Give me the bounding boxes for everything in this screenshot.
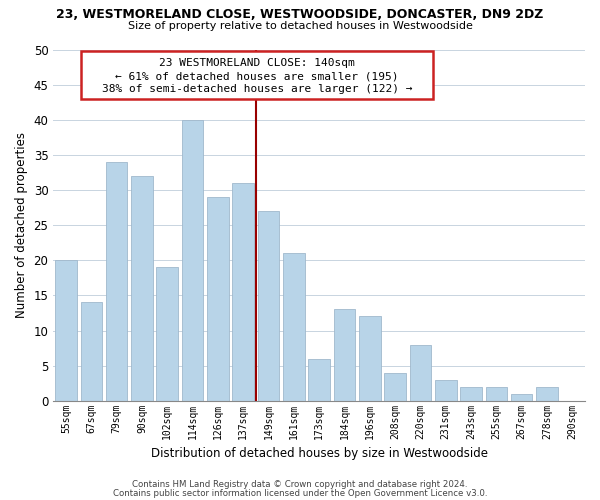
Bar <box>106 162 127 400</box>
X-axis label: Distribution of detached houses by size in Westwoodside: Distribution of detached houses by size … <box>151 447 488 460</box>
Bar <box>511 394 532 400</box>
Text: ← 61% of detached houses are smaller (195): ← 61% of detached houses are smaller (19… <box>115 71 399 81</box>
Bar <box>55 260 77 400</box>
Bar <box>182 120 203 400</box>
Bar <box>359 316 380 400</box>
Bar <box>258 212 279 400</box>
Text: Size of property relative to detached houses in Westwoodside: Size of property relative to detached ho… <box>128 21 472 31</box>
Bar <box>207 198 229 400</box>
Bar <box>131 176 152 400</box>
Text: Contains public sector information licensed under the Open Government Licence v3: Contains public sector information licen… <box>113 488 487 498</box>
Bar <box>536 386 558 400</box>
Text: 38% of semi-detached houses are larger (122) →: 38% of semi-detached houses are larger (… <box>102 84 412 94</box>
Bar <box>157 268 178 400</box>
FancyBboxPatch shape <box>81 52 433 99</box>
Text: 23, WESTMORELAND CLOSE, WESTWOODSIDE, DONCASTER, DN9 2DZ: 23, WESTMORELAND CLOSE, WESTWOODSIDE, DO… <box>56 8 544 20</box>
Bar <box>232 183 254 400</box>
Bar <box>460 386 482 400</box>
Bar <box>435 380 457 400</box>
Bar <box>385 372 406 400</box>
Bar <box>283 254 305 400</box>
Text: Contains HM Land Registry data © Crown copyright and database right 2024.: Contains HM Land Registry data © Crown c… <box>132 480 468 489</box>
Bar <box>485 386 507 400</box>
Bar <box>410 344 431 401</box>
Y-axis label: Number of detached properties: Number of detached properties <box>15 132 28 318</box>
Text: 23 WESTMORELAND CLOSE: 140sqm: 23 WESTMORELAND CLOSE: 140sqm <box>159 58 355 68</box>
Bar <box>334 310 355 400</box>
Bar <box>308 358 330 401</box>
Bar <box>80 302 102 400</box>
